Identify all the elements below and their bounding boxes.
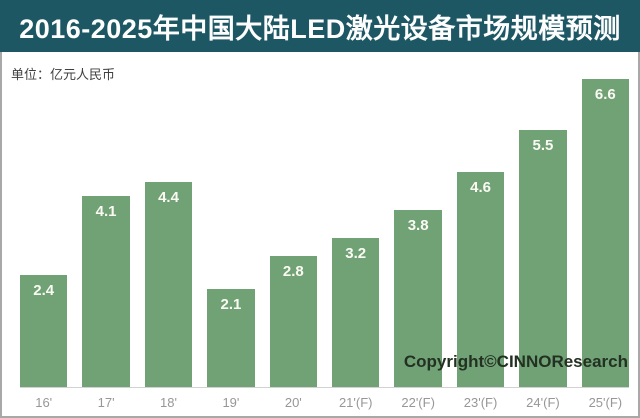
- chart-bar: 2.1: [207, 289, 255, 387]
- x-axis-label: 25'(F): [588, 395, 623, 410]
- chart-panel: 单位：亿元人民币 2.4 4.1 4.4 2.1 2.8 3.2 3.8 4.6 5.5 6.6 …: [0, 52, 640, 418]
- x-axis-label: 24'(F): [526, 395, 560, 410]
- copyright-watermark: Copyright©CINNOResearch: [403, 352, 628, 371]
- bar-value-label: 4.6: [470, 179, 491, 196]
- chart-bar: 2.4: [20, 275, 68, 387]
- bar-value-label: 2.4: [33, 282, 55, 299]
- chart-bar: 5.5: [519, 130, 567, 387]
- bar-value-label: 2.1: [220, 296, 242, 313]
- bar-value-label: 4.4: [158, 189, 179, 206]
- chart-bar: 4.4: [144, 182, 193, 387]
- bar-value-label: 5.5: [532, 137, 554, 154]
- chart-bar: 3.8: [394, 210, 442, 387]
- bar-value-label: 3.8: [407, 217, 429, 234]
- bars-area: 2.4 4.1 4.4 2.1 2.8 3.2 3.8 4.6 5.5 6.6: [20, 79, 630, 388]
- x-axis-label: 23'(F): [463, 395, 498, 410]
- bar-value-label: 3.2: [345, 245, 367, 262]
- x-axis-label: 18': [160, 395, 177, 410]
- chart-bar: 3.2: [332, 238, 380, 387]
- x-axis-label: 19': [222, 395, 240, 410]
- bar-value-label: 6.6: [594, 86, 616, 103]
- x-axis-labels: 16' 17' 18' 19' 20' 21'(F) 22'(F) 23'(F) 24'(F) 2…: [20, 395, 629, 410]
- unit-label: 单位：亿元人民币: [11, 67, 116, 82]
- chart-bar: 6.6: [581, 79, 630, 387]
- bar-value-label: 4.1: [95, 203, 117, 220]
- x-axis-label: 21'(F): [338, 395, 373, 410]
- chart-title: 2016-2025年中国大陆LED激光设备市场规模预测: [0, 0, 640, 52]
- x-axis-label: 16': [35, 395, 53, 410]
- bar-value-label: 2.8: [282, 263, 304, 280]
- chart-bar: 4.6: [456, 172, 505, 387]
- chart-bar: 4.1: [82, 196, 130, 387]
- x-axis-label: 22'(F): [401, 395, 435, 410]
- x-axis-label: 20': [284, 395, 302, 410]
- chart-bar: 2.8: [269, 256, 318, 387]
- x-axis-label: 17': [97, 395, 115, 410]
